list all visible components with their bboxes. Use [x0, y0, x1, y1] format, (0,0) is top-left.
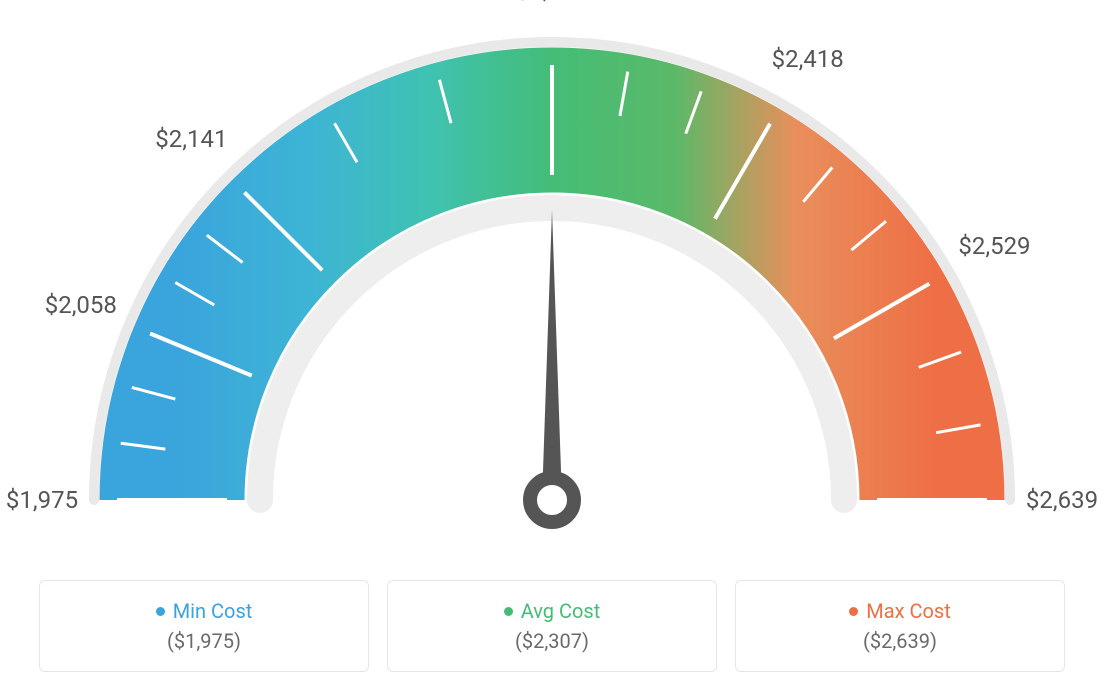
legend-title: Max Cost [849, 599, 951, 623]
legend-title: Min Cost [156, 599, 253, 623]
legend-title-text: Max Cost [866, 599, 951, 623]
legend-title: Avg Cost [504, 599, 601, 623]
gauge-tick-label: $2,307 [516, 0, 588, 4]
legend-dot-icon [849, 607, 858, 616]
gauge-tick-label: $1,975 [6, 486, 78, 514]
legend-card: Min Cost ($1,975) [39, 580, 369, 672]
legend-row: Min Cost ($1,975) Avg Cost ($2,307) Max Cost… [0, 580, 1104, 672]
legend-title-text: Min Cost [173, 599, 253, 623]
gauge-svg [0, 0, 1104, 560]
legend-value: ($2,307) [515, 629, 589, 653]
gauge-tick-label: $2,418 [772, 45, 844, 73]
legend-dot-icon [504, 607, 513, 616]
gauge-tick-label: $2,529 [958, 232, 1030, 260]
gauge-chart: $1,975 $2,058 $2,141 $2,307 $2,418 $2,529 $2,6… [0, 0, 1104, 560]
legend-card: Avg Cost ($2,307) [387, 580, 717, 672]
legend-card: Max Cost ($2,639) [735, 580, 1065, 672]
gauge-tick-label: $2,058 [45, 291, 117, 319]
legend-value: ($1,975) [167, 629, 241, 653]
gauge-tick-label: $2,639 [1026, 486, 1098, 514]
gauge-needle [542, 210, 562, 500]
gauge-needle-hub [530, 478, 574, 522]
legend-value: ($2,639) [863, 629, 937, 653]
legend-title-text: Avg Cost [521, 599, 601, 623]
gauge-tick-label: $2,141 [155, 125, 227, 153]
legend-dot-icon [156, 607, 165, 616]
